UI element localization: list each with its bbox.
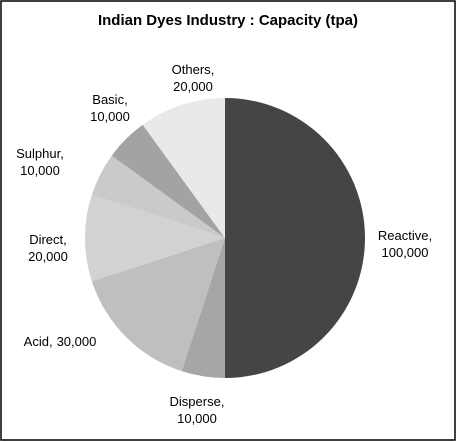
data-label: Disperse, 10,000 [170, 394, 225, 426]
data-label: Sulphur, 10,000 [16, 146, 64, 178]
chart-title: Indian Dyes Industry : Capacity (tpa) [98, 12, 358, 29]
value-label: 30,000 [57, 334, 97, 349]
data-label: Basic, 10,000 [90, 92, 130, 124]
pie-slice [225, 98, 365, 378]
label-separator: , [124, 92, 128, 107]
value-label: 20,000 [28, 249, 68, 264]
category-name: Basic [92, 92, 124, 107]
pie-slice [181, 238, 225, 378]
category-name: Acid [24, 334, 49, 349]
label-separator: , [211, 62, 215, 77]
pie-slice [111, 124, 225, 238]
value-label: 100,000 [382, 245, 429, 260]
category-name: Sulphur [16, 146, 61, 161]
category-name: Reactive [378, 228, 429, 243]
label-separator: , [428, 228, 432, 243]
value-label: 10,000 [90, 109, 130, 124]
label-separator: , [49, 334, 53, 349]
value-label: 10,000 [177, 411, 217, 426]
label-separator: , [221, 394, 225, 409]
pie-slice [91, 155, 226, 238]
pie-slice [91, 238, 226, 372]
label-separator: , [63, 232, 67, 247]
data-label: Others, 20,000 [172, 62, 215, 94]
label-separator: , [60, 146, 64, 161]
pie-slice [85, 194, 226, 282]
data-label: Direct, 20,000 [28, 232, 68, 264]
value-label: 10,000 [20, 163, 60, 178]
data-label: Acid, 30,000 [24, 334, 97, 349]
category-name: Direct [29, 232, 63, 247]
pie-slice [142, 98, 225, 238]
category-name: Others [172, 62, 212, 77]
category-name: Disperse [170, 394, 221, 409]
data-label: Reactive, 100,000 [378, 228, 432, 260]
value-label: 20,000 [173, 79, 213, 94]
